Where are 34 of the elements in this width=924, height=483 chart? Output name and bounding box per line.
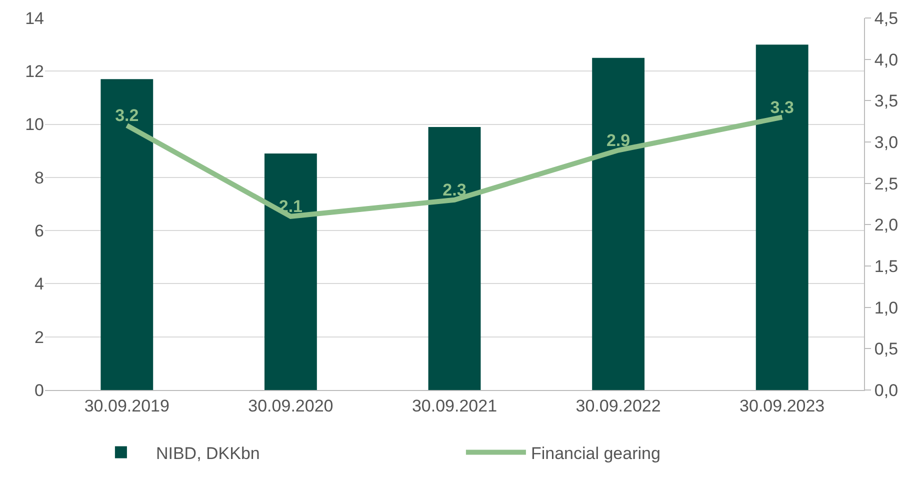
y-tick-label: 8 (34, 168, 44, 188)
y-tick-label: 12 (25, 62, 44, 82)
legend-label: NIBD, DKKbn (156, 444, 260, 463)
y2-tick-label: 2,5 (874, 174, 898, 194)
data-label: 3.3 (770, 98, 794, 117)
bar (264, 154, 317, 390)
legend-label: Financial gearing (530, 444, 660, 463)
data-label: 3.2 (115, 106, 139, 126)
y2-tick-label: 3,0 (874, 132, 898, 152)
x-tick-label: 30.09.2020 (248, 396, 334, 416)
data-label: 2.3 (442, 180, 466, 200)
y2-tick-label: 2,0 (874, 216, 898, 235)
y-tick-label: 0 (34, 380, 44, 400)
y2-tick-label: 0,0 (874, 380, 898, 400)
x-tick-label: 30.09.2022 (576, 396, 661, 416)
x-tick-label: 30.09.2023 (740, 396, 825, 416)
y-tick-label: 6 (34, 222, 44, 241)
y-tick-label: 14 (25, 8, 44, 28)
y2-tick-label: 3,5 (874, 92, 898, 111)
y-tick-label: 10 (25, 115, 44, 134)
bar (592, 58, 645, 390)
y-tick-label: 4 (34, 274, 44, 294)
y2-tick-label: 4,0 (874, 50, 898, 70)
y2-tick-label: 1,5 (874, 256, 898, 276)
y2-tick-label: 1,0 (874, 298, 898, 318)
x-tick-label: 30.09.2019 (84, 396, 170, 416)
y-tick-label: 2 (34, 328, 44, 347)
bar (756, 44, 808, 390)
bar (100, 79, 154, 390)
data-label: 2.9 (606, 131, 630, 150)
y2-tick-label: 4,5 (874, 8, 898, 28)
bar (428, 126, 481, 390)
y2-tick-label: 0,5 (874, 340, 898, 359)
x-tick-label: 30.09.2021 (412, 396, 498, 416)
